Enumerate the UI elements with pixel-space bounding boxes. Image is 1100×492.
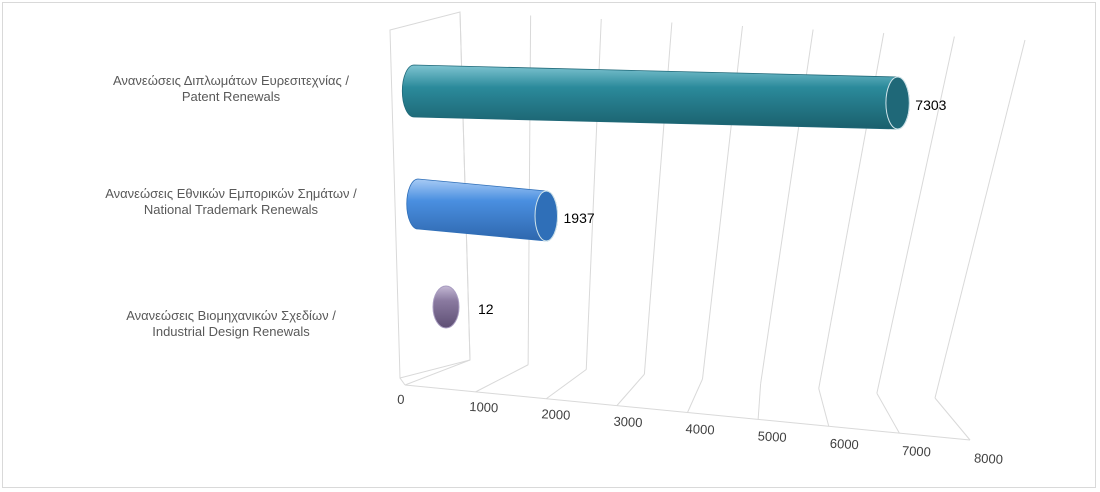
category-label: Ανανεώσεις Διπλωμάτων Ευρεσιτεχνίας / Pat… <box>113 73 349 104</box>
category-label-line: Ανανεώσεις Βιομηχανικών Σχεδίων / <box>126 308 336 323</box>
x-tick-label: 0 <box>397 392 405 407</box>
x-tick-label: 5000 <box>757 428 787 444</box>
gridline-vertical <box>934 39 1026 399</box>
x-tick-label: 3000 <box>613 414 643 430</box>
bar <box>406 178 559 242</box>
x-tick-label: 4000 <box>685 421 715 437</box>
label-layer: 0 1000 2000 3000 4000 5000 6000 7000 8000 7303 193… <box>105 73 1003 467</box>
category-label-line: Industrial Design Renewals <box>152 324 310 339</box>
category-label: Ανανεώσεις Εθνικών Εμπορικών Σημάτων / Na… <box>105 186 357 217</box>
gridline-floor <box>876 393 900 434</box>
gridline-floor <box>818 388 830 427</box>
data-label: 7303 <box>915 97 946 113</box>
bar-layer <box>401 64 910 329</box>
bar-end-cap <box>885 76 910 130</box>
axis-line <box>404 384 971 441</box>
bar-end-cap <box>432 285 460 329</box>
category-label-line: Ανανεώσεις Εθνικών Εμπορικών Σημάτων / <box>105 186 357 201</box>
category-label-line: National Trademark Renewals <box>144 202 319 217</box>
data-label: 12 <box>478 301 494 317</box>
gridline-floor <box>757 383 762 420</box>
x-tick-label: 2000 <box>541 406 571 422</box>
gridline-floor <box>545 369 587 400</box>
category-label-line: Ανανεώσεις Διπλωμάτων Ευρεσιτεχνίας / <box>113 73 349 88</box>
x-tick-label: 8000 <box>974 450 1004 466</box>
x-tick-label: 1000 <box>469 399 499 415</box>
gridline-floor <box>475 364 529 393</box>
gridline-floor <box>616 373 645 406</box>
x-tick-label: 7000 <box>902 443 932 459</box>
category-label-line: Patent Renewals <box>182 89 281 104</box>
bar-body <box>401 64 910 130</box>
axis-line <box>399 377 406 386</box>
data-label: 1937 <box>564 210 595 226</box>
bar <box>432 285 460 329</box>
gridline-floor <box>934 397 971 441</box>
gridline-floor <box>687 378 703 413</box>
gridline-floor <box>404 359 471 386</box>
floor-layer <box>399 359 971 441</box>
bar-end-cap <box>534 190 559 242</box>
gridline-vertical <box>876 36 955 394</box>
bar <box>401 64 910 130</box>
category-label: Ανανεώσεις Βιομηχανικών Σχεδίων / Industr… <box>126 308 336 339</box>
x-tick-label: 6000 <box>829 436 859 452</box>
